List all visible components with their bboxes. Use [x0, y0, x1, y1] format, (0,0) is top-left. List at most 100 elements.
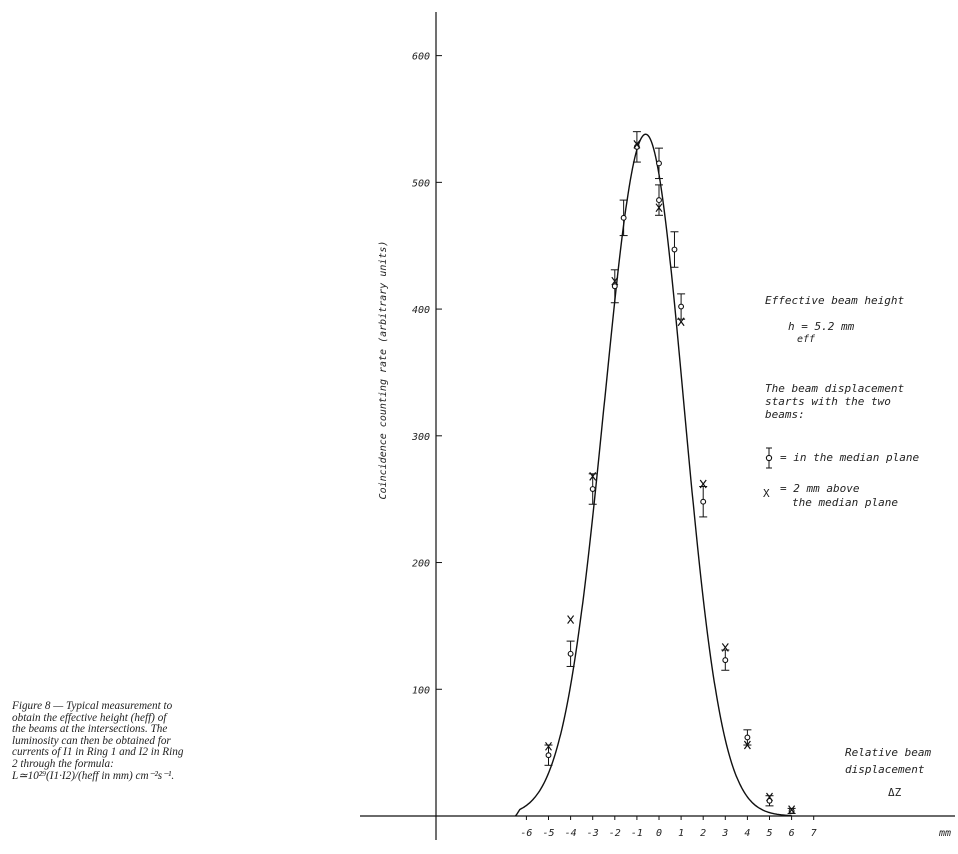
x-marker-stroke: [611, 276, 619, 286]
data-point-2mm-above: [589, 472, 597, 481]
point-marker: [744, 734, 751, 741]
x-marker-stroke: [677, 317, 685, 327]
data-point-median: [699, 486, 708, 518]
x-tick-label: 1: [678, 828, 684, 839]
data-point-2mm-above: [545, 741, 552, 751]
x-tick-label: -6: [520, 828, 532, 839]
caption-line-7: L≃10²⁹(I1·I2)/(heff in mm) cm⁻²s⁻¹.: [12, 769, 175, 782]
legend-circle-errorbar-icon: [765, 447, 773, 469]
x-marker-stroke: [589, 472, 597, 481]
data-point-median: [544, 744, 553, 766]
point-marker: [722, 657, 729, 664]
x-marker-stroke: [766, 792, 773, 802]
data-point-median: [619, 199, 628, 237]
point-marker: [567, 650, 574, 657]
caption-line-3: the beams at the intersections. The: [12, 723, 168, 736]
figure-caption: Figure 8 — Typical measurement to obtain…: [12, 700, 274, 782]
legend-label-2mm-above-line-1: = 2 mm above: [780, 482, 860, 495]
caption-line-6: 2 through the formula:: [12, 757, 114, 770]
point-marker: [656, 197, 662, 204]
y-axis-ticks: 100 200 300 400 500 600: [411, 52, 442, 696]
point-marker: [656, 160, 662, 167]
data-point-2mm-above: [766, 792, 773, 802]
caption-line-1: Figure 8 — Typical measurement to: [12, 700, 173, 712]
point-marker: [671, 246, 678, 253]
x-tick-label: -3: [587, 828, 599, 839]
point-marker: [678, 303, 685, 310]
x-axis-ticks: -6 -5 -4 -3 -2 -1 0 1 2 3 4 5 6 7: [520, 816, 817, 839]
legend-x-marker-icon: X: [763, 487, 770, 500]
data-point-median: [632, 131, 641, 163]
legend-label-2mm-above-line-2: the median plane: [792, 496, 898, 509]
x-marker-stroke: [743, 740, 751, 750]
x-marker-stroke: [721, 643, 729, 652]
y-tick-label: 300: [411, 432, 430, 443]
data-point-median: [610, 269, 619, 304]
data-point-2mm-above: [633, 139, 641, 149]
caption-line-2: obtain the effective height (heff) of: [12, 711, 167, 724]
point-marker: [589, 486, 596, 492]
x-tick-label: -5: [542, 828, 554, 839]
chart-axes: [360, 12, 955, 840]
y-axis-label: Coincidence counting rate (arbitrary uni…: [378, 241, 389, 500]
data-point-median: [588, 473, 597, 505]
point-marker: [545, 752, 552, 759]
data-point-2mm-above: [788, 805, 796, 815]
caption-line-5: currents of I1 in Ring 1 and I2 in Ring: [12, 746, 184, 759]
y-tick-label: 500: [412, 178, 430, 189]
data-point-2mm-above: [655, 203, 663, 213]
x-tick-label: 6: [789, 828, 795, 839]
y-tick-label: 100: [412, 685, 430, 696]
gaussian-fit-curve: [514, 133, 792, 817]
legend-label-median-plane: = in the median plane: [780, 451, 920, 464]
data-point-median: [655, 147, 663, 180]
x-tick-label: -1: [631, 828, 643, 839]
displacement-note-line-1: The beam displacement: [765, 382, 905, 395]
effective-height-value: h = 5.2 mm: [788, 320, 855, 333]
effective-height-title: Effective beam height: [765, 294, 905, 307]
data-point-median: [743, 729, 752, 746]
point-marker: [611, 283, 618, 290]
effective-height-subscript: eff: [797, 334, 816, 345]
point-marker: [700, 498, 707, 505]
series-median-plane: [544, 131, 796, 814]
relative-displacement-line-1: Relative beam: [845, 746, 932, 759]
x-tick-label: 4: [744, 828, 750, 839]
x-tick-label: -2: [609, 828, 621, 839]
data-point-median: [721, 649, 730, 671]
x-marker-stroke: [633, 139, 641, 149]
y-tick-label: 200: [412, 559, 430, 570]
data-point-2mm-above: [743, 740, 751, 750]
x-axis-unit-label: mm: [938, 828, 951, 839]
displacement-note-line-2: starts with the two: [765, 395, 891, 408]
data-point-median: [670, 231, 679, 268]
data-point-median: [566, 640, 575, 667]
x-tick-label: -4: [565, 828, 577, 839]
x-tick-label: 3: [721, 828, 728, 839]
data-point-median: [677, 293, 686, 320]
relative-displacement-line-2: displacement: [845, 763, 925, 776]
data-point-2mm-above: [721, 643, 729, 652]
displacement-note-line-3: beams:: [765, 408, 805, 421]
x-tick-label: 5: [766, 828, 772, 839]
delta-z-label: ΔZ: [888, 786, 902, 799]
data-point-2mm-above: [611, 276, 619, 286]
x-marker-stroke: [567, 615, 575, 624]
data-point-2mm-above: [677, 317, 685, 327]
x-marker-stroke: [699, 479, 707, 489]
data-point-2mm-above: [699, 479, 707, 489]
x-marker-stroke: [655, 203, 663, 213]
series-2mm-above: [545, 139, 796, 815]
y-tick-label: 400: [412, 305, 430, 316]
data-point-2mm-above: [567, 615, 575, 624]
data-point-median: [655, 184, 663, 216]
caption-line-4: luminosity can then be obtained for: [12, 734, 171, 747]
x-tick-label: 0: [656, 828, 662, 839]
point-marker: [620, 214, 627, 221]
x-marker-stroke: [545, 741, 552, 751]
x-tick-label: 7: [811, 828, 817, 839]
x-marker-stroke: [788, 805, 796, 815]
x-tick-label: 2: [700, 828, 706, 839]
